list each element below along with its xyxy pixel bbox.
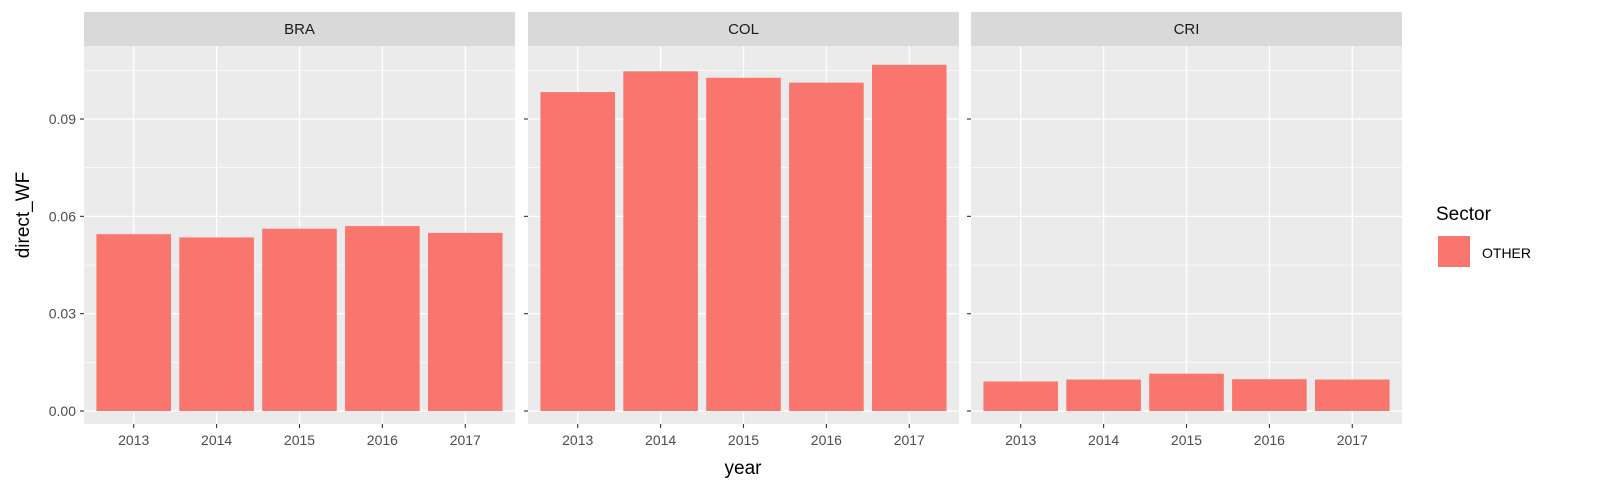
bar-cri-2016 [1232, 379, 1307, 412]
x-tick-label: 2014 [645, 432, 676, 448]
facet-strip [971, 12, 1402, 46]
legend-label-other: OTHER [1482, 245, 1531, 261]
bar-col-2013 [540, 92, 616, 412]
y-tick-label: 0.03 [49, 306, 76, 322]
bar-cri-2015 [1149, 373, 1224, 412]
x-tick-label: 2015 [1171, 432, 1202, 448]
bar-col-2014 [623, 71, 698, 412]
facet-panel-col: COL 2013 2014 2015 2016 2017 [524, 12, 959, 448]
facet-panel-cri: CRI 2013 2014 2015 2016 2017 [967, 12, 1402, 448]
facet-panel-bra: BRA 2013 2014 2015 2016 2017 0.00 0.03 0.06 0.09 [49, 12, 515, 448]
bar-bra-2013 [96, 234, 172, 412]
y-tick-label: 0.00 [49, 403, 76, 419]
bar-bra-2015 [262, 228, 337, 412]
facet-strip-label: CRI [1174, 21, 1200, 38]
bar-cri-2013 [983, 381, 1059, 412]
bar-col-2017 [871, 64, 947, 412]
y-axis-title: direct_WF [13, 172, 34, 259]
x-tick-label: 2017 [894, 432, 925, 448]
x-tick-label: 2016 [367, 432, 398, 448]
legend-key-other [1438, 236, 1470, 267]
x-tick-label: 2013 [562, 432, 593, 448]
bar-cri-2017 [1314, 379, 1390, 412]
bar-col-2015 [706, 77, 781, 412]
x-tick-label: 2013 [1005, 432, 1036, 448]
x-tick-label: 2013 [118, 432, 149, 448]
facet-strip-label: COL [728, 21, 759, 38]
facet-strip-label: BRA [284, 21, 315, 38]
bar-cri-2014 [1066, 379, 1141, 412]
bar-bra-2016 [345, 226, 420, 412]
facet-strip [84, 12, 515, 46]
x-tick-label: 2016 [811, 432, 842, 448]
x-axis-title: year [725, 458, 763, 479]
x-tick-label: 2017 [1337, 432, 1368, 448]
bar-bra-2014 [179, 237, 254, 412]
x-tick-label: 2014 [201, 432, 232, 448]
x-tick-label: 2015 [728, 432, 759, 448]
legend-title: Sector [1436, 204, 1492, 225]
x-tick-label: 2017 [450, 432, 481, 448]
x-tick-label: 2015 [284, 432, 315, 448]
x-tick-label: 2014 [1088, 432, 1119, 448]
y-tick-label: 0.06 [49, 208, 76, 224]
y-tick-label: 0.09 [49, 111, 76, 127]
facet-strip [528, 12, 959, 46]
legend: Sector OTHER [1436, 204, 1531, 267]
x-tick-label: 2016 [1254, 432, 1285, 448]
bar-bra-2017 [427, 232, 503, 412]
bar-col-2016 [789, 82, 864, 412]
